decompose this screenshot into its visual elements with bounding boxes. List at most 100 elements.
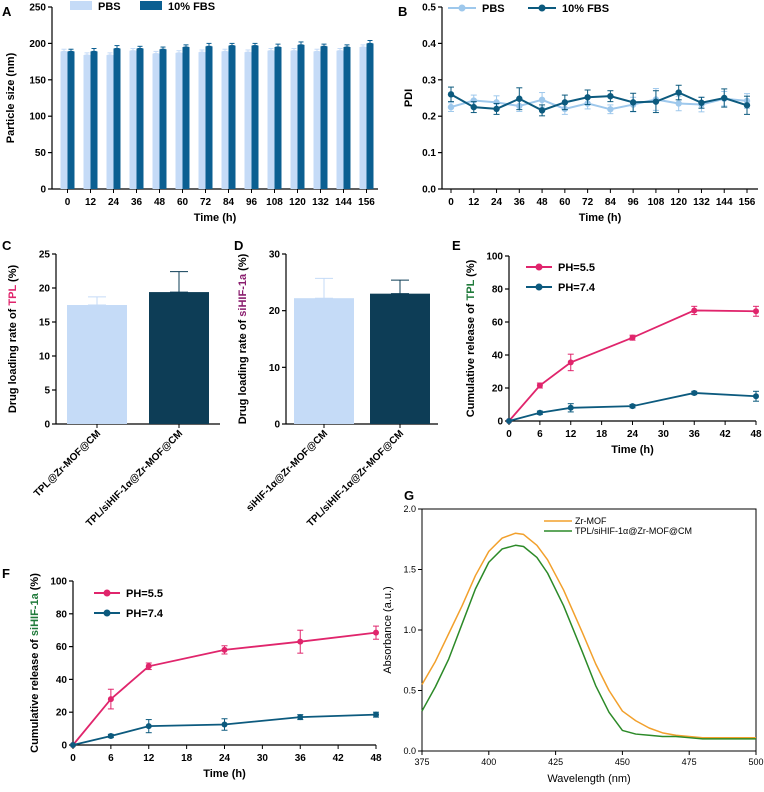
g-y-axis-title: Absorbance (a.u.) xyxy=(382,586,394,673)
panel-letter-c: C xyxy=(2,238,12,253)
panel-letter-f: F xyxy=(2,566,10,581)
b-point-1-10 xyxy=(675,89,682,96)
a-x-tick-label-0: 0 xyxy=(65,197,71,208)
d-y-title-part-0: Drug loading rate of xyxy=(237,317,249,425)
g-y-tick-label-0: 0.0 xyxy=(403,746,416,756)
f-x-tick-label-1: 6 xyxy=(108,753,114,764)
f-y-tick-label-0: 0 xyxy=(61,741,67,752)
f-point-1-3 xyxy=(221,721,228,728)
e-line-1 xyxy=(508,392,757,422)
b-point-0-0 xyxy=(447,103,455,111)
b-y-axis-title: PDI xyxy=(403,89,415,107)
a-bar-PBS-84 xyxy=(221,51,229,189)
d-y-title-part-1: siHIF-1a xyxy=(237,273,249,317)
c-y-tick-label-2: 10 xyxy=(39,352,51,363)
chart-b-pdi: 0.0 0.1 0.2 0.3 0.4 0.5 0 12 24 36 48 60 72 84 96 108 12… xyxy=(403,3,758,224)
b-y-tick-label-0: 0.0 xyxy=(422,185,436,196)
c-y-tick-label-4: 20 xyxy=(39,284,51,295)
f-point-1-4 xyxy=(297,714,304,721)
e-x-tick-label-2: 12 xyxy=(565,429,577,440)
f-x-tick-label-4: 24 xyxy=(219,753,231,764)
e-point-0-4 xyxy=(691,307,698,314)
b-point-1-9 xyxy=(652,98,660,105)
g-x-tick-label-4: 475 xyxy=(682,757,697,767)
e-y-tick-label-2: 40 xyxy=(492,351,504,362)
e-point-1-5 xyxy=(753,393,759,400)
f-x-tick-label-0: 0 xyxy=(70,753,76,764)
f-y-tick-label-3: 60 xyxy=(56,642,68,653)
a-bar-10FBS-144 xyxy=(343,47,351,189)
b-point-0-2 xyxy=(493,99,500,106)
c-bar-0 xyxy=(67,305,127,424)
g-y-tick-label-3: 1.5 xyxy=(403,565,416,575)
a-bar-10FBS-0 xyxy=(67,51,75,189)
b-x-tick-label-4: 48 xyxy=(537,197,549,208)
b-x-tick-label-5: 60 xyxy=(559,197,571,208)
e-x-tick-label-3: 18 xyxy=(596,429,608,440)
b-point-1-4 xyxy=(538,107,546,114)
a-y-axis-title: Particle size (nm) xyxy=(5,52,17,143)
a-legend-swatch-0 xyxy=(70,1,92,10)
b-x-tick-label-2: 24 xyxy=(491,197,503,208)
g-y-tick-label-1: 0.5 xyxy=(403,686,416,696)
panel-letter-g: G xyxy=(404,488,414,503)
panel-letter-a: A xyxy=(2,4,12,19)
e-x-tick-label-0: 0 xyxy=(506,429,512,440)
a-bar-PBS-36 xyxy=(129,50,137,190)
b-x-tick-label-3: 36 xyxy=(514,197,526,208)
f-line-0 xyxy=(72,631,377,746)
c-y-title-part-2: (%) xyxy=(7,265,19,286)
f-point-1-1 xyxy=(107,732,114,739)
panel-letter-e: E xyxy=(452,238,461,253)
e-y-tick-label-1: 20 xyxy=(492,384,504,395)
f-y-title-part-0: Cumulative release of xyxy=(29,636,41,753)
b-point-1-6 xyxy=(584,94,591,101)
f-x-tick-label-8: 48 xyxy=(370,753,382,764)
a-bar-PBS-12 xyxy=(83,55,91,189)
f-x-axis-title: Time (h) xyxy=(203,768,246,780)
e-y-title-part-0: Cumulative release of xyxy=(465,300,477,417)
g-y-tick-label-4: 2.0 xyxy=(403,504,416,514)
e-point-0-3 xyxy=(629,334,636,341)
c-y-tick-label-0: 0 xyxy=(44,420,50,431)
d-y-tick-label-2: 20 xyxy=(269,306,281,317)
f-y-title-part-2: (%) xyxy=(29,573,41,594)
d-y-title-part-2: (%) xyxy=(237,253,249,274)
e-line-0 xyxy=(508,309,757,422)
a-bar-PBS-120 xyxy=(290,50,298,190)
f-y-tick-label-4: 80 xyxy=(56,609,68,620)
a-legend-label-0: PBS xyxy=(98,1,121,13)
a-y-tick-label-5: 250 xyxy=(29,3,46,14)
b-point-0-1 xyxy=(470,97,477,104)
a-bar-10FBS-84 xyxy=(228,45,236,189)
a-legend-swatch-1 xyxy=(140,1,162,10)
a-x-tick-label-10: 120 xyxy=(289,197,306,208)
f-point-1-0 xyxy=(70,742,76,748)
f-point-1-2 xyxy=(145,723,152,730)
a-bar-PBS-144 xyxy=(336,50,344,190)
a-y-tick-label-2: 100 xyxy=(29,112,46,123)
e-x-tick-label-7: 42 xyxy=(720,429,732,440)
a-bar-PBS-108 xyxy=(267,50,275,190)
a-bar-PBS-48 xyxy=(152,53,160,190)
f-x-tick-label-7: 42 xyxy=(333,753,345,764)
b-point-1-3 xyxy=(516,95,523,102)
d-y-tick-label-0: 0 xyxy=(274,420,280,431)
b-x-axis-title: Time (h) xyxy=(579,212,622,224)
c-x-tick-label-0: TPL@Zr-MOF@CM xyxy=(32,428,103,499)
e-x-tick-label-1: 6 xyxy=(537,429,543,440)
c-y-axis-title: Drug loading rate of TPL (%) xyxy=(7,265,19,414)
b-point-1-11 xyxy=(698,99,705,106)
a-bar-10FBS-132 xyxy=(320,46,328,190)
b-y-tick-label-2: 0.2 xyxy=(422,112,436,123)
f-x-tick-label-2: 12 xyxy=(143,753,155,764)
a-bar-10FBS-156 xyxy=(366,43,374,190)
b-legend-label-0: PBS xyxy=(482,3,505,15)
g-x-tick-label-5: 500 xyxy=(748,757,763,767)
b-point-1-0 xyxy=(447,91,455,98)
a-bar-PBS-0 xyxy=(60,51,68,189)
f-legend-marker-1 xyxy=(103,609,111,617)
f-point-0-3 xyxy=(221,646,228,653)
e-legend-label-1: PH=7.4 xyxy=(558,282,596,294)
